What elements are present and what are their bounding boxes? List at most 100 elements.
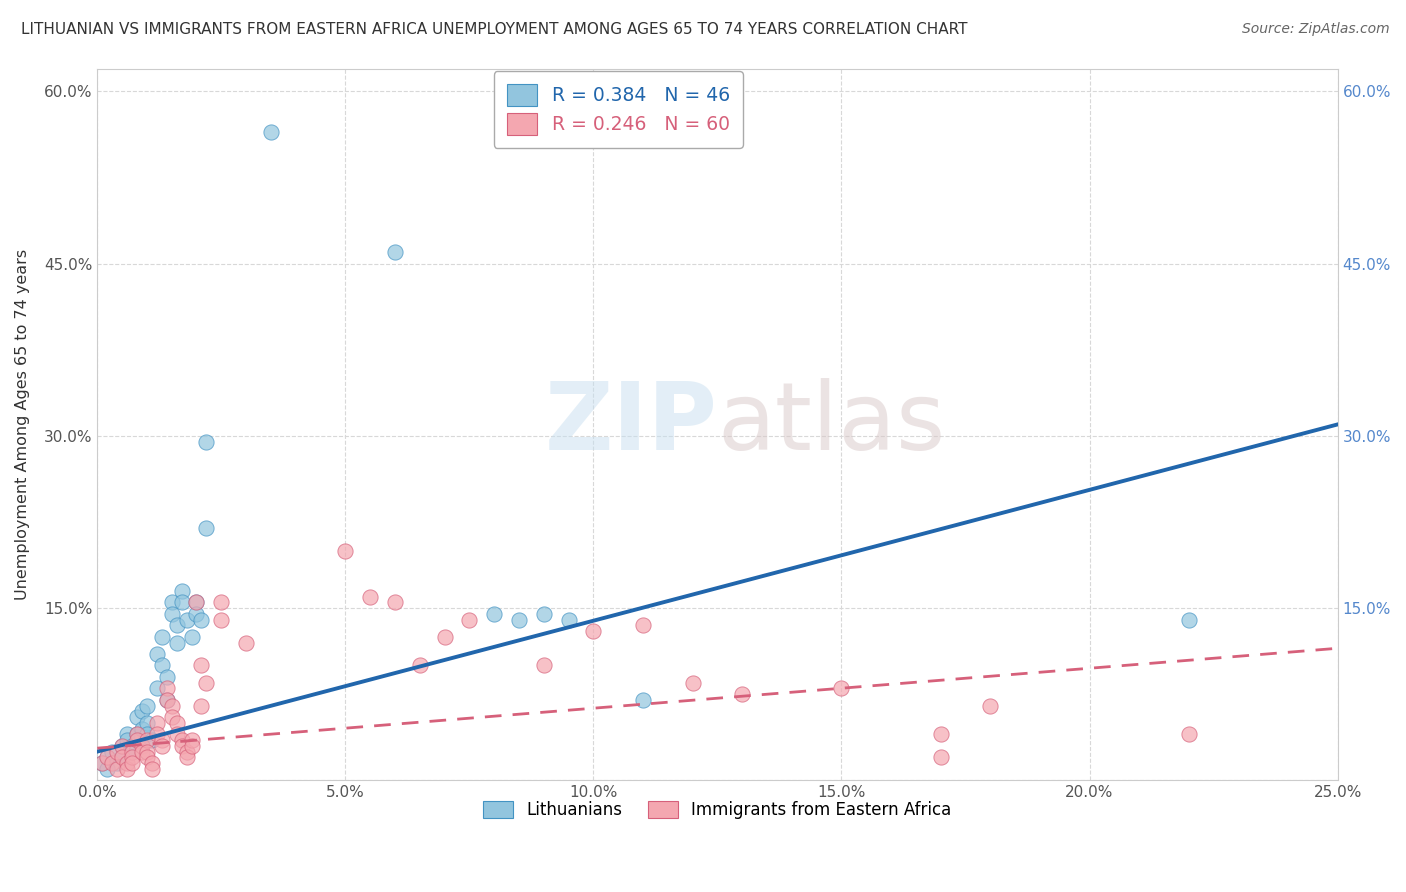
Point [156, 670, 179, 684]
Point [150, 739, 173, 753]
Point [101, 756, 124, 770]
Point [682, 675, 704, 690]
Point [131, 745, 153, 759]
Point [929, 750, 952, 764]
Point [135, 745, 157, 759]
Point [91, 756, 114, 770]
Point [125, 733, 148, 747]
Point [195, 675, 218, 690]
Point [101, 745, 124, 759]
Point [150, 733, 173, 747]
Point [557, 613, 579, 627]
Point [631, 618, 654, 632]
Point [156, 681, 179, 696]
Point [190, 698, 212, 713]
Point [166, 635, 188, 649]
Point [115, 762, 138, 776]
Point [186, 607, 208, 621]
Point [105, 756, 128, 770]
Point [135, 727, 157, 741]
Point [111, 750, 134, 764]
Point [166, 727, 188, 741]
Point [135, 698, 157, 713]
Point [209, 613, 232, 627]
Point [156, 693, 179, 707]
Point [115, 733, 138, 747]
Point [135, 733, 157, 747]
Point [180, 739, 202, 753]
Point [458, 613, 481, 627]
Point [115, 727, 138, 741]
Point [141, 762, 163, 776]
Point [111, 739, 134, 753]
Point [359, 590, 381, 604]
Point [533, 658, 555, 673]
Point [121, 739, 143, 753]
Point [384, 245, 406, 260]
Point [335, 543, 357, 558]
Point [186, 595, 208, 609]
Point [146, 647, 169, 661]
Point [91, 756, 114, 770]
Y-axis label: Unemployment Among Ages 65 to 74 years: Unemployment Among Ages 65 to 74 years [15, 249, 30, 600]
Point [176, 750, 198, 764]
Point [96, 762, 118, 776]
Point [1178, 727, 1201, 741]
Point [160, 710, 183, 724]
Point [433, 630, 456, 644]
Point [180, 733, 202, 747]
Point [631, 693, 654, 707]
Point [125, 727, 148, 741]
Point [111, 750, 134, 764]
Point [409, 658, 432, 673]
Point [131, 739, 153, 753]
Point [1178, 613, 1201, 627]
Point [160, 607, 183, 621]
Point [929, 727, 952, 741]
Point [146, 715, 169, 730]
Point [105, 762, 128, 776]
Point [135, 750, 157, 764]
Text: atlas: atlas [717, 378, 946, 470]
Point [166, 618, 188, 632]
Point [135, 715, 157, 730]
Point [582, 624, 605, 638]
Point [160, 595, 183, 609]
Point [131, 722, 153, 736]
Point [731, 687, 754, 701]
Point [170, 739, 193, 753]
Point [195, 434, 218, 449]
Point [141, 733, 163, 747]
Point [146, 727, 169, 741]
Point [979, 698, 1001, 713]
Legend: Lithuanians, Immigrants from Eastern Africa: Lithuanians, Immigrants from Eastern Afr… [477, 794, 957, 825]
Point [121, 745, 143, 759]
Point [105, 745, 128, 759]
Point [160, 698, 183, 713]
Point [125, 727, 148, 741]
Point [121, 756, 143, 770]
Point [125, 710, 148, 724]
Point [190, 658, 212, 673]
Point [482, 607, 505, 621]
Point [235, 635, 257, 649]
Point [141, 756, 163, 770]
Point [146, 681, 169, 696]
Point [96, 750, 118, 764]
Point [170, 733, 193, 747]
Point [121, 745, 143, 759]
Point [150, 658, 173, 673]
Point [170, 595, 193, 609]
Point [176, 613, 198, 627]
Point [384, 595, 406, 609]
Text: LITHUANIAN VS IMMIGRANTS FROM EASTERN AFRICA UNEMPLOYMENT AMONG AGES 65 TO 74 YE: LITHUANIAN VS IMMIGRANTS FROM EASTERN AF… [21, 22, 967, 37]
Point [131, 705, 153, 719]
Point [176, 745, 198, 759]
Point [156, 693, 179, 707]
Point [533, 607, 555, 621]
Point [186, 595, 208, 609]
Point [209, 595, 232, 609]
Point [115, 756, 138, 770]
Point [166, 715, 188, 730]
Point [111, 739, 134, 753]
